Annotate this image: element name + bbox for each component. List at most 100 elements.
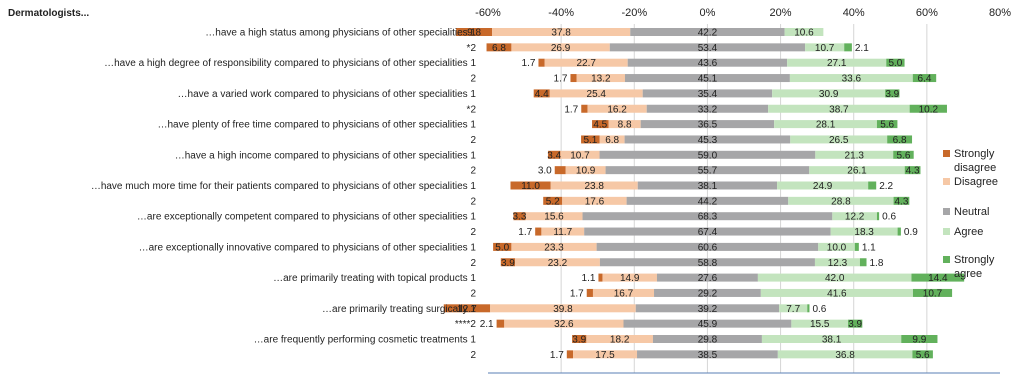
data-label: 3.3 bbox=[512, 212, 526, 223]
data-label: 68.3 bbox=[698, 212, 718, 223]
data-label: 6.8 bbox=[492, 43, 506, 54]
bar-segment bbox=[630, 28, 785, 36]
data-label: 14.9 bbox=[620, 273, 640, 284]
data-label: 9.8 bbox=[467, 28, 481, 39]
x-tick-label: -20% bbox=[621, 7, 647, 19]
row-label: 2 bbox=[470, 196, 476, 207]
row-label: 2 bbox=[470, 74, 476, 85]
data-label: 41.6 bbox=[827, 288, 847, 299]
bar-segment bbox=[554, 166, 566, 175]
data-label: 26.5 bbox=[829, 135, 849, 146]
legend-swatch bbox=[943, 208, 950, 215]
data-label: 9.9 bbox=[912, 335, 926, 346]
bar-segment bbox=[652, 335, 762, 343]
data-label: 17.5 bbox=[595, 350, 615, 361]
bar-segment bbox=[550, 181, 638, 190]
bar-segment bbox=[584, 227, 831, 236]
data-label: 38.1 bbox=[822, 335, 842, 346]
bar-segment bbox=[573, 350, 638, 359]
bar-segment bbox=[787, 58, 887, 67]
bar-segment bbox=[592, 288, 655, 297]
data-label: 12.3 bbox=[828, 258, 848, 269]
x-tick-label: -40% bbox=[548, 7, 574, 19]
data-label: 10.2 bbox=[919, 104, 939, 115]
bar-segment bbox=[626, 196, 789, 205]
data-label: 10.0 bbox=[827, 242, 847, 253]
bar-segment bbox=[818, 242, 855, 251]
x-tick-label: -60% bbox=[475, 7, 501, 19]
row-label: …have plenty of free time compared to ph… bbox=[158, 120, 477, 131]
data-label: 26.9 bbox=[551, 43, 571, 54]
bar-segment bbox=[830, 227, 898, 236]
data-label: 33.2 bbox=[698, 104, 718, 115]
bar-segment bbox=[456, 28, 493, 36]
data-label: 8.8 bbox=[618, 120, 632, 131]
bar-segment bbox=[868, 181, 877, 190]
bar-segment bbox=[761, 335, 902, 343]
data-label: 1.7 bbox=[570, 288, 584, 299]
legend-label: Strongly bbox=[954, 254, 995, 266]
bar-segment bbox=[646, 104, 769, 113]
data-label: 11.0 bbox=[521, 181, 540, 192]
bar-segment bbox=[547, 150, 561, 159]
bar-segment bbox=[599, 150, 816, 159]
bar-segment bbox=[640, 120, 775, 129]
data-label: 43.6 bbox=[698, 58, 718, 69]
bar-segment bbox=[525, 212, 583, 221]
data-label: 29.2 bbox=[698, 288, 718, 299]
bar-segment bbox=[876, 120, 898, 129]
bar-segment bbox=[777, 350, 913, 359]
bar-segment bbox=[500, 258, 516, 267]
bar-segment bbox=[605, 166, 810, 175]
data-label: 2.1 bbox=[855, 43, 869, 54]
chart-title: Dermatologists... bbox=[8, 8, 89, 19]
bar-segment bbox=[789, 74, 913, 83]
data-label: 30.9 bbox=[819, 89, 839, 100]
row-label: …have a high status among physicians of … bbox=[205, 28, 476, 39]
row-label: …have much more time for their patients … bbox=[91, 181, 477, 192]
row-label: …are exceptionally innovative compared t… bbox=[139, 242, 477, 253]
data-label: 29.8 bbox=[698, 335, 718, 346]
bar-segment bbox=[533, 89, 550, 98]
bar-segment bbox=[560, 150, 600, 159]
data-label: 18.3 bbox=[854, 227, 874, 238]
data-label: 53.4 bbox=[698, 43, 718, 54]
data-label: 11.7 bbox=[553, 227, 572, 238]
bar-segment bbox=[504, 319, 624, 328]
bar-segment bbox=[772, 89, 886, 98]
data-label: 38.7 bbox=[829, 104, 849, 115]
data-label: 1.7 bbox=[564, 104, 578, 115]
data-label: 5.2 bbox=[546, 196, 560, 207]
bars bbox=[443, 28, 965, 359]
bar-segment bbox=[779, 304, 808, 313]
row-label: ****2 bbox=[455, 319, 477, 330]
legend-label: Strongly bbox=[954, 148, 995, 160]
bar-segment bbox=[637, 350, 778, 359]
bar-segment bbox=[486, 43, 512, 52]
data-label: 2.2 bbox=[879, 181, 893, 192]
bar-segment bbox=[656, 273, 758, 282]
bar-segment bbox=[544, 58, 628, 67]
data-label: 15.5 bbox=[810, 319, 830, 330]
x-tick-label: 80% bbox=[989, 7, 1011, 19]
data-label: 12.7 bbox=[457, 304, 477, 315]
data-label: 3.9 bbox=[848, 319, 862, 330]
data-label: 18.2 bbox=[610, 335, 630, 346]
bar-segment bbox=[535, 227, 542, 236]
data-label: 38.5 bbox=[698, 350, 718, 361]
bar-segment bbox=[809, 166, 905, 175]
data-label: 3.0 bbox=[538, 166, 552, 177]
data-label: 4.4 bbox=[535, 89, 549, 100]
x-tick-label: 60% bbox=[916, 7, 938, 19]
row-label: …are primarily treating surgically 1 bbox=[322, 304, 476, 315]
data-label: 55.7 bbox=[698, 166, 718, 177]
row-label: …have a varied work compared to physicia… bbox=[178, 89, 477, 100]
data-label: 3.9 bbox=[501, 258, 515, 269]
row-labels: …have a high status among physicians of … bbox=[91, 28, 477, 361]
data-label: 45.3 bbox=[698, 135, 718, 146]
data-label: 24.9 bbox=[813, 181, 833, 192]
bar-segment bbox=[788, 196, 894, 205]
data-label: 25.4 bbox=[587, 89, 607, 100]
bar-segment bbox=[565, 166, 606, 175]
bar-segment bbox=[541, 227, 585, 236]
